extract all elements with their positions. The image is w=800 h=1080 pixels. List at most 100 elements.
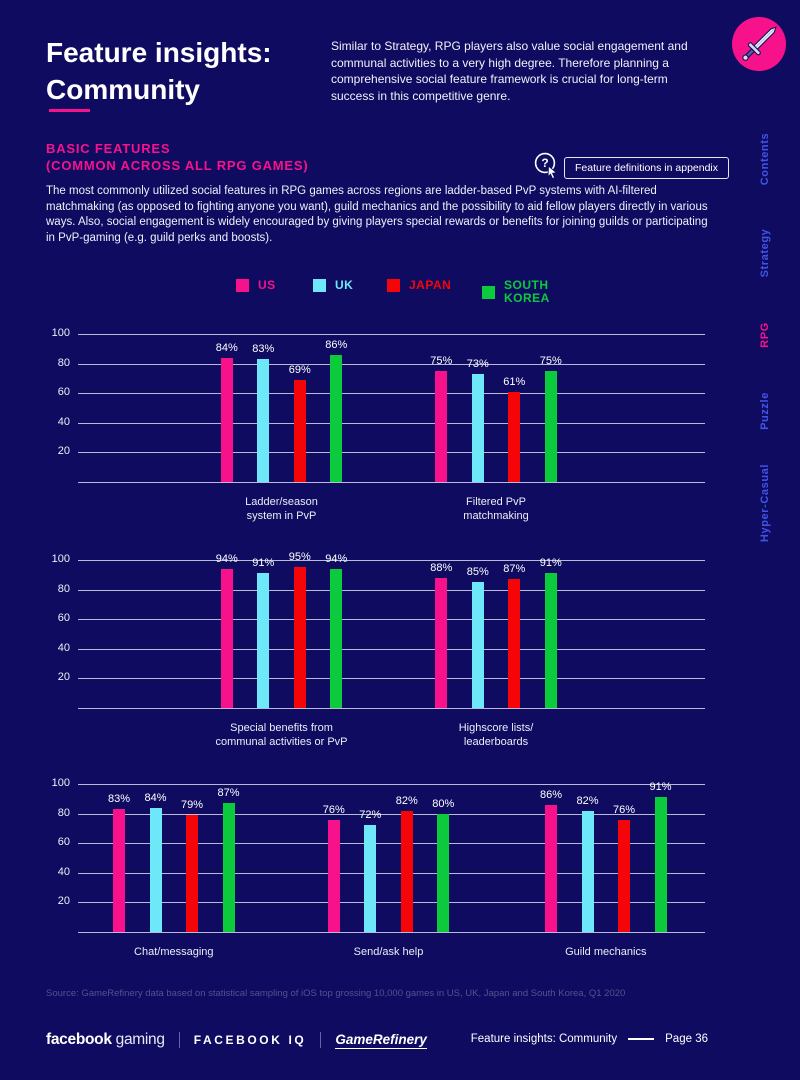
y-tick-label: 20 <box>57 671 70 684</box>
y-tick-label: 60 <box>57 612 70 625</box>
legend-item: SOUTH KOREA <box>482 279 562 305</box>
sidebar-item-rpg[interactable]: RPG <box>759 322 771 348</box>
bar-value-label: 79% <box>181 799 204 812</box>
gamerefinery-logo: GameRefinery <box>335 1031 427 1049</box>
bar-value-label: 73% <box>466 357 489 370</box>
sidebar-item-puzzle[interactable]: Puzzle <box>759 392 771 430</box>
footer-page-number: Page 36 <box>665 1033 708 1045</box>
legend-swatch <box>236 279 249 292</box>
bar-value-label: 86% <box>325 338 348 351</box>
gridline <box>78 678 705 680</box>
bar <box>471 582 484 708</box>
category-label: Highscore lists/ leaderboards <box>458 722 534 748</box>
bar <box>186 815 199 932</box>
bar-value-label: 83% <box>108 793 131 806</box>
bar <box>293 567 306 708</box>
bar <box>293 379 306 482</box>
chart-row: 100 80 60 40 20 94% 91% 95% 94% Special benefits … <box>52 551 705 748</box>
footer-page-label: Feature insights: Community <box>470 1033 618 1045</box>
footer-divider <box>178 1032 180 1048</box>
section-heading: BASIC FEATURES (COMMON ACROSS ALL RPG GA… <box>46 140 309 174</box>
bar <box>330 354 343 482</box>
bar <box>330 568 343 708</box>
bar-value-label: 91% <box>252 557 275 570</box>
gridline <box>78 363 705 365</box>
legend-label: UK <box>335 278 354 292</box>
y-tick-label: 40 <box>57 865 70 878</box>
legend-item: US <box>236 279 276 292</box>
bar <box>220 568 233 708</box>
sword-icon <box>732 17 786 71</box>
intro-paragraph: Similar to Strategy, RPG players also va… <box>331 39 688 103</box>
category-label: Special benefits from communal activitie… <box>215 722 348 748</box>
bar <box>471 373 484 482</box>
footer-brands: facebook gaming FACEBOOK IQ GameRefinery <box>46 1030 427 1050</box>
legend-swatch <box>482 285 495 299</box>
bar-value-label: 75% <box>430 355 453 367</box>
section-body: The most commonly utilized social featur… <box>46 185 708 244</box>
bar <box>400 810 413 932</box>
appendix-button[interactable]: Feature definitions in appendix <box>564 157 730 179</box>
bar-value-label: 76% <box>613 803 636 816</box>
y-tick-label: 100 <box>51 327 70 339</box>
bar <box>435 577 448 708</box>
bar <box>222 803 235 932</box>
y-tick-label: 60 <box>57 836 70 849</box>
category-label: Ladder/season system in PvP <box>245 496 318 522</box>
question-cursor-icon: ? <box>533 151 560 185</box>
bar-value-label: 61% <box>503 375 526 388</box>
bar-value-label: 83% <box>252 343 275 356</box>
legend-label: US <box>258 278 276 292</box>
footer-dash <box>628 1038 655 1040</box>
bar-value-label: 87% <box>503 563 526 576</box>
bar-value-label: 69% <box>288 363 311 376</box>
bar-value-label: 94% <box>215 552 238 565</box>
legend-item: JAPAN <box>387 279 451 292</box>
bar <box>257 573 270 708</box>
bar-value-label: 85% <box>466 566 489 579</box>
y-tick-label: 80 <box>57 582 70 595</box>
footer-page-info: Feature insights: Community Page 36 <box>471 1033 708 1045</box>
bar-value-label: 95% <box>288 551 311 564</box>
bar <box>618 819 631 932</box>
gridline <box>78 708 705 709</box>
source-note: Source: GameRefinery data based on stati… <box>46 988 626 999</box>
legend-label: SOUTH KOREA <box>504 278 550 305</box>
gridline <box>78 334 705 335</box>
svg-text:?: ? <box>541 156 548 170</box>
category-label: Filtered PvP matchmaking <box>463 496 529 522</box>
bar <box>437 813 450 932</box>
chart-row: 100 80 60 40 20 83% 84% 79% 87% Chat/messaging 76%… <box>52 777 705 958</box>
bar <box>149 807 162 932</box>
legend-swatch <box>387 279 400 292</box>
gridline <box>78 452 705 454</box>
legend-swatch <box>313 279 326 292</box>
sidebar-item-hyper-casual[interactable]: Hyper-Casual <box>759 463 771 543</box>
gridline <box>78 560 705 561</box>
y-tick-label: 60 <box>57 386 70 399</box>
y-tick-label: 80 <box>57 356 70 369</box>
gridline <box>78 482 705 483</box>
sidebar-item-contents[interactable]: Contents <box>759 132 771 186</box>
bar-value-label: 86% <box>540 788 563 801</box>
bar-value-label: 84% <box>144 791 167 804</box>
gridline <box>78 872 705 874</box>
bar-value-label: 94% <box>325 552 348 565</box>
bar-value-label: 72% <box>359 809 382 822</box>
bar <box>257 359 270 482</box>
legend-item: UK <box>313 279 353 292</box>
gridline <box>78 589 705 591</box>
section-heading-line2: (COMMON ACROSS ALL RPG GAMES) <box>46 158 309 173</box>
gridline <box>78 619 705 621</box>
bar-value-label: 80% <box>432 797 455 810</box>
y-tick-label: 20 <box>57 895 70 908</box>
sidebar-item-strategy[interactable]: Strategy <box>759 228 771 278</box>
bar <box>545 804 558 932</box>
bar-value-label: 84% <box>215 341 238 354</box>
bar <box>544 371 557 482</box>
facebook-iq-logo: FACEBOOK IQ <box>193 1033 307 1047</box>
category-label: Chat/messaging <box>134 946 214 958</box>
bar <box>435 371 448 482</box>
bar-value-label: 91% <box>539 557 562 570</box>
gridline <box>78 422 705 424</box>
